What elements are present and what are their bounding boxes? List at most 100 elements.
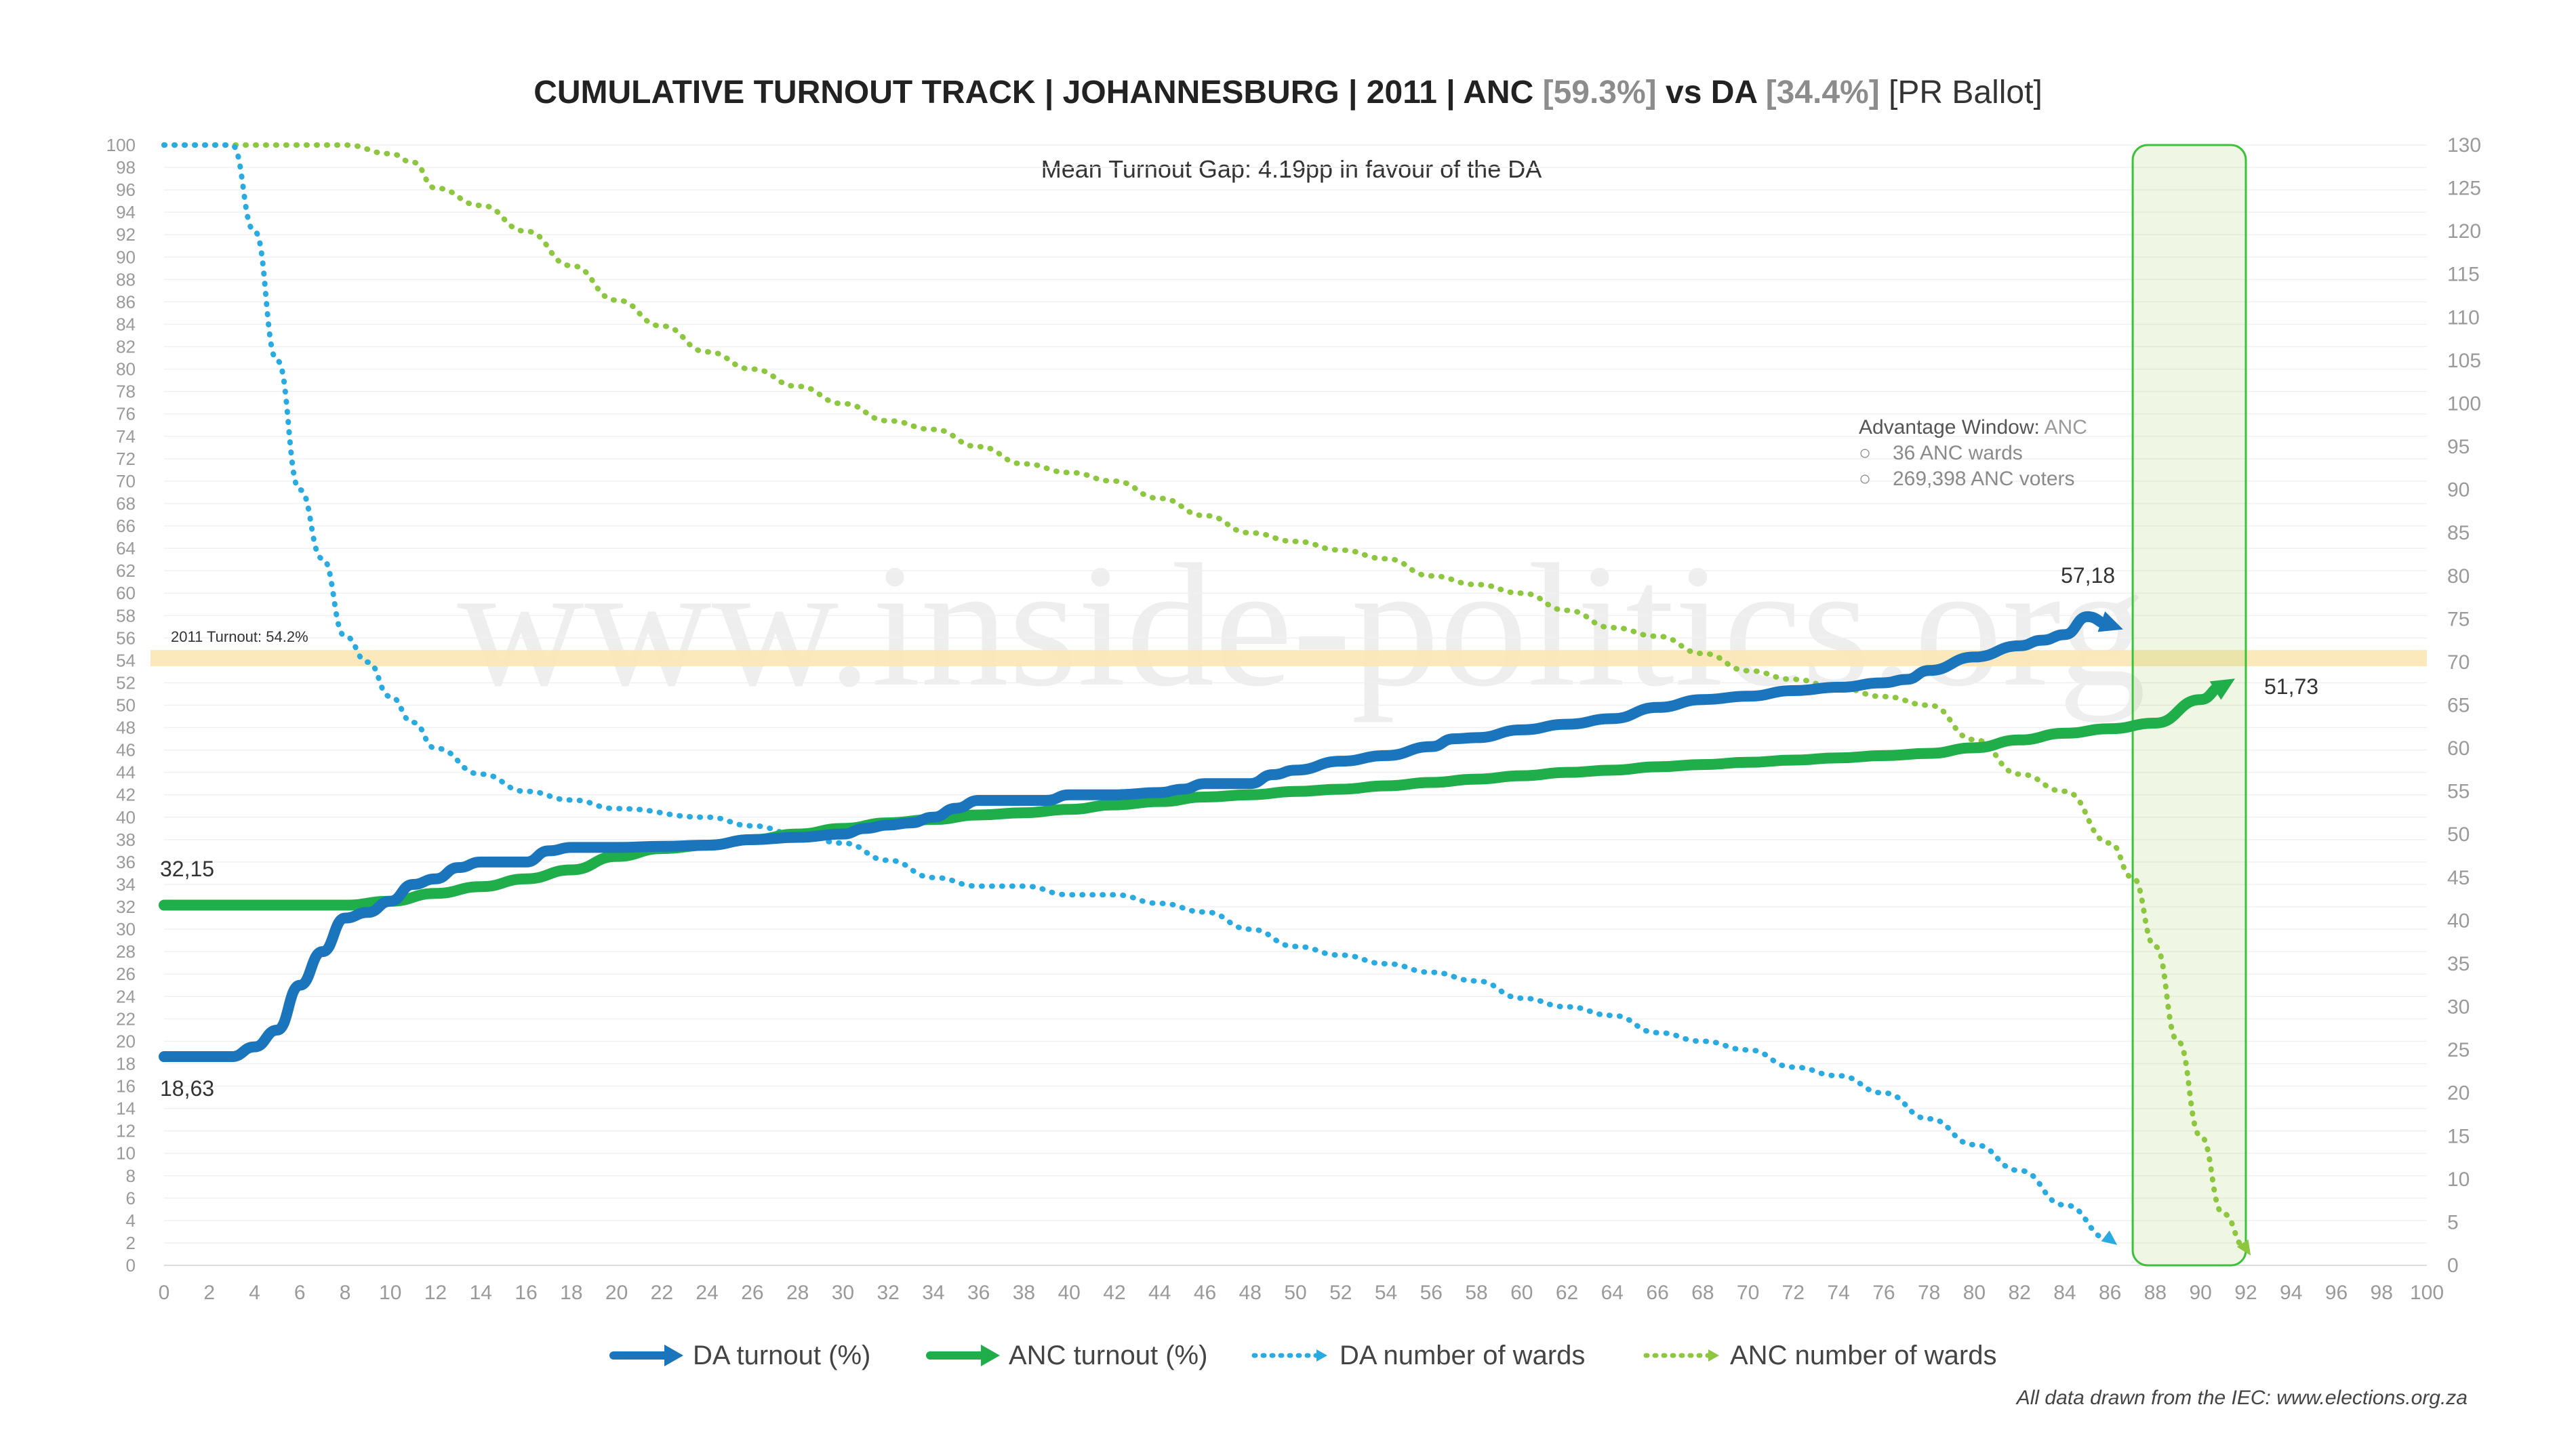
x-tick-label: 92 — [2234, 1282, 2257, 1304]
x-tick-label: 36 — [967, 1282, 990, 1304]
series-da-number-of-wards — [161, 142, 2113, 1242]
y-right-tick-label: 75 — [2447, 608, 2470, 630]
x-tick-label: 76 — [1872, 1282, 1895, 1304]
x-tick-label: 42 — [1103, 1282, 1125, 1304]
x-tick-label: 62 — [1556, 1282, 1578, 1304]
y-right-tick-label: 110 — [2447, 306, 2480, 329]
legend-item-anc-turnout: ANC turnout (%) — [926, 1341, 1207, 1370]
x-tick-label: 30 — [832, 1282, 854, 1304]
x-tick-label: 18 — [560, 1282, 582, 1304]
y-right-tick-label: 130 — [2447, 134, 2481, 157]
y-right-tick-label: 65 — [2447, 695, 2470, 717]
y-left-tick-label: 22 — [116, 1008, 136, 1029]
reference-band-rect — [150, 650, 2427, 667]
y-left-tick-label: 44 — [116, 762, 136, 783]
y-left-tick-label: 6 — [126, 1188, 136, 1208]
y-right-tick-label: 125 — [2447, 178, 2481, 200]
title-main: CUMULATIVE TURNOUT TRACK | JOHANNESBURG … — [534, 75, 1542, 110]
x-tick-label: 34 — [922, 1282, 944, 1304]
x-tick-label: 82 — [2008, 1282, 2030, 1304]
chart-subtitle: Mean Turnout Gap: 4.19pp in favour of th… — [1041, 155, 1542, 183]
x-tick-label: 4 — [249, 1282, 260, 1304]
anc-start-label: 32,15 — [160, 857, 214, 881]
y-right-tick-label: 20 — [2447, 1082, 2470, 1105]
y-left-tick-label: 16 — [116, 1076, 136, 1097]
y-left-tick-label: 62 — [116, 560, 136, 581]
y-left-tick-label: 64 — [116, 538, 136, 558]
legend-arrow-da-turnout — [664, 1345, 683, 1366]
x-tick-label: 50 — [1284, 1282, 1306, 1304]
x-tick-label: 26 — [741, 1282, 763, 1304]
turnout-reference-band: 2011 Turnout: 54.2% — [150, 628, 2427, 667]
y-left-tick-label: 82 — [116, 337, 136, 357]
y-right-tick-label: 0 — [2447, 1254, 2459, 1277]
series-da-turnout — [159, 611, 2116, 1063]
x-tick-label: 38 — [1013, 1282, 1035, 1304]
x-tick-label: 86 — [2099, 1282, 2121, 1304]
y-left-tick-label: 50 — [116, 695, 136, 716]
y-left-tick-label: 14 — [116, 1099, 136, 1119]
advantage-bullet-1: ○ — [1859, 442, 1871, 464]
x-tick-label: 58 — [1465, 1282, 1487, 1304]
y-left-tick-label: 92 — [116, 224, 136, 245]
x-tick-label: 80 — [1963, 1282, 1986, 1304]
y-left-tick-label: 32 — [116, 897, 136, 917]
y-left-tick-label: 94 — [116, 202, 136, 222]
x-tick-label: 60 — [1510, 1282, 1533, 1304]
y-left-tick-label: 58 — [116, 605, 136, 626]
x-tick-label: 70 — [1737, 1282, 1759, 1304]
y-left-tick-label: 56 — [116, 628, 136, 648]
x-tick-label: 44 — [1148, 1282, 1171, 1304]
da-end-label: 57,18 — [2061, 563, 2115, 588]
y-axis-right: 0 5 10 15 20 25 30 35 40 45 50 55 60 65 70 75 80 85 90 95 10… — [2447, 134, 2481, 1277]
y-left-tick-label: 86 — [116, 291, 136, 312]
y-left-tick-label: 0 — [126, 1255, 136, 1275]
advantage-window-note: Advantage Window: ANC ○ 36 ANC wards ○ 2… — [1859, 416, 2087, 490]
y-right-tick-label: 10 — [2447, 1168, 2470, 1191]
y-left-tick-label: 26 — [116, 964, 136, 984]
advantage-item-wards: 36 ANC wards — [1893, 442, 2023, 464]
y-right-tick-label: 70 — [2447, 651, 2470, 674]
x-tick-label: 66 — [1646, 1282, 1668, 1304]
y-right-tick-label: 5 — [2447, 1211, 2459, 1233]
x-tick-label: 10 — [379, 1282, 401, 1304]
y-right-tick-label: 95 — [2447, 436, 2470, 458]
y-left-tick-label: 100 — [106, 135, 136, 155]
x-tick-label: 14 — [470, 1282, 492, 1304]
x-tick-label: 64 — [1601, 1282, 1624, 1304]
y-left-tick-label: 46 — [116, 740, 136, 760]
y-left-tick-label: 38 — [116, 830, 136, 850]
x-tick-label: 28 — [786, 1282, 809, 1304]
x-tick-label: 90 — [2190, 1282, 2212, 1304]
reference-band-label: 2011 Turnout: 54.2% — [171, 628, 308, 645]
y-right-tick-label: 55 — [2447, 781, 2470, 803]
x-tick-label: 22 — [651, 1282, 673, 1304]
series-arrow-anc-turnout — [2209, 678, 2236, 700]
y-left-tick-label: 72 — [116, 449, 136, 469]
y-left-tick-label: 28 — [116, 941, 136, 962]
x-tick-label: 24 — [696, 1282, 718, 1304]
da-start-label: 18,63 — [160, 1076, 214, 1101]
y-left-tick-label: 20 — [116, 1031, 136, 1051]
series-arrow-anc-number-of-wards — [2236, 1239, 2251, 1256]
legend: DA turnout (%) ANC turnout (%) DA number… — [609, 1341, 1996, 1370]
y-left-tick-label: 78 — [116, 382, 136, 402]
legend-label-anc-turnout: ANC turnout (%) — [1009, 1341, 1207, 1370]
x-tick-label: 54 — [1375, 1282, 1397, 1304]
x-tick-label: 0 — [159, 1282, 170, 1304]
y-right-tick-label: 30 — [2447, 996, 2470, 1019]
legend-item-anc-wards: ANC number of wards — [1643, 1341, 1996, 1370]
series-anc-number-of-wards — [161, 142, 2249, 1251]
x-tick-label: 46 — [1194, 1282, 1216, 1304]
legend-arrow-anc-turnout — [981, 1345, 1000, 1366]
x-tick-label: 16 — [515, 1282, 537, 1304]
y-left-tick-label: 98 — [116, 157, 136, 178]
x-axis: 0 2 4 6 8 10 12 14 16 18 20 22 24 26 28 30 32 34 36 38 40 42 4… — [159, 1265, 2444, 1304]
legend-arrow-anc-wards — [1708, 1349, 1719, 1362]
y-left-tick-label: 68 — [116, 493, 136, 514]
y-right-tick-label: 100 — [2447, 392, 2481, 415]
y-right-tick-label: 15 — [2447, 1125, 2470, 1147]
legend-label-da-turnout: DA turnout (%) — [693, 1341, 870, 1370]
watermark: www.inside-politics.org — [457, 528, 2146, 723]
advantage-item-voters: 269,398 ANC voters — [1893, 468, 2075, 490]
